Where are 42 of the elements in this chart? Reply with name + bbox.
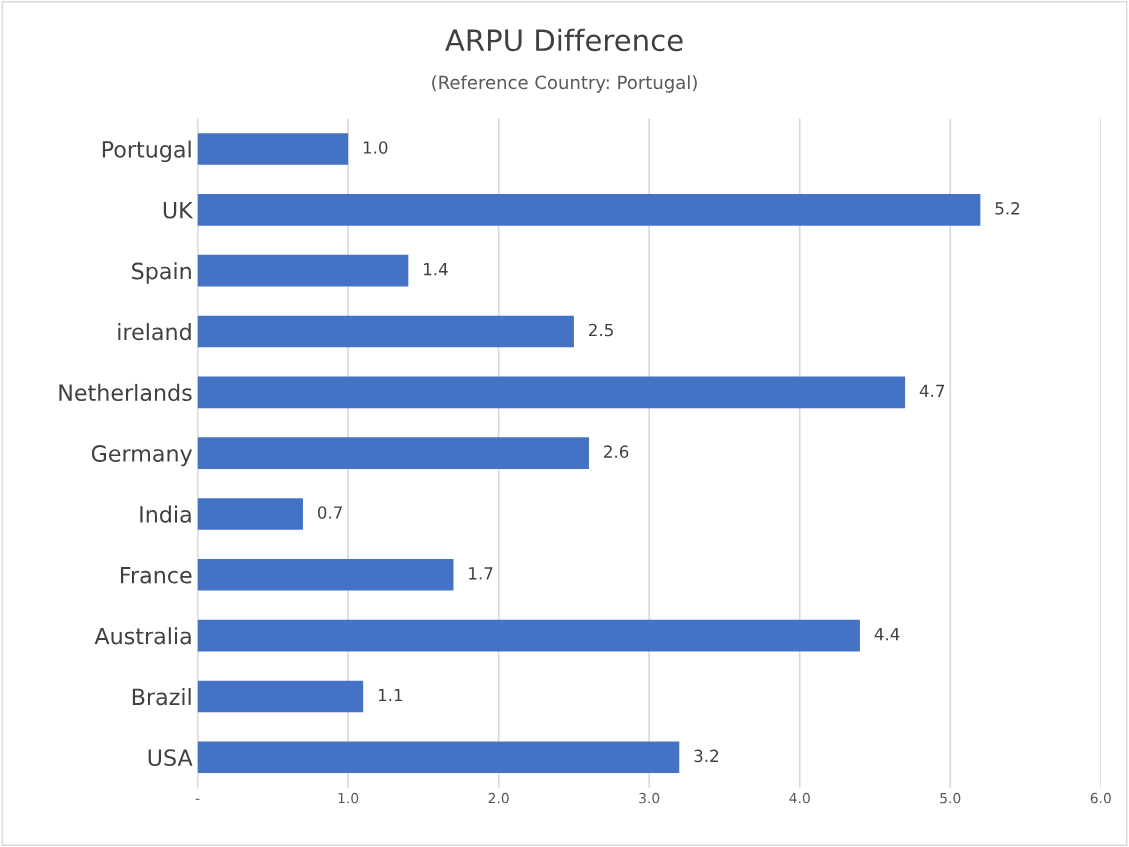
data-label: 0.7 [317,506,342,519]
x-tick-label: 6.0 [1090,792,1111,804]
x-tick-label: 5.0 [940,792,961,804]
x-tick-label: 3.0 [639,792,660,804]
y-tick-label: Brazil [132,688,191,706]
bar [197,437,589,469]
y-tick-label: USA [148,749,193,767]
bar [197,680,364,713]
bar [197,741,680,774]
data-label: 1.7 [469,567,493,580]
y-tick-label: India [140,505,191,523]
chart-subtitle: (Reference Country: Portugal) [432,75,697,93]
y-tick-label: ireland [118,323,191,341]
y-tick-label: Australia [94,627,191,645]
bar [197,254,409,287]
data-label: 5.2 [995,202,1020,215]
data-label: 2.5 [589,323,613,337]
data-label: 2.6 [604,445,629,458]
y-tick-label: Portugal [102,140,191,163]
bar [197,558,454,591]
data-label: 4.4 [874,628,900,641]
y-tick-label: Netherlands [59,383,192,402]
chart-title: ARPU Difference [445,28,683,52]
bar [197,315,574,348]
x-tick-label: 4.0 [789,792,810,804]
bar [197,498,303,530]
data-label: 1.1 [378,688,403,702]
data-label: 1.4 [424,263,448,276]
x-tick-label: 1.0 [338,792,359,804]
data-label: 3.2 [694,749,719,763]
x-tick-label: 2.0 [488,792,509,804]
bar [197,376,906,409]
y-tick-label: France [121,567,192,584]
y-tick-label: UK [163,202,194,219]
y-tick-label: Spain [132,262,191,284]
x-tick-label: - [195,798,200,800]
bar [197,133,349,165]
bar [197,619,860,652]
bar [197,194,981,226]
data-label: 1.0 [363,141,388,154]
y-tick-label: Germany [91,445,193,467]
data-label: 4.7 [919,384,945,397]
